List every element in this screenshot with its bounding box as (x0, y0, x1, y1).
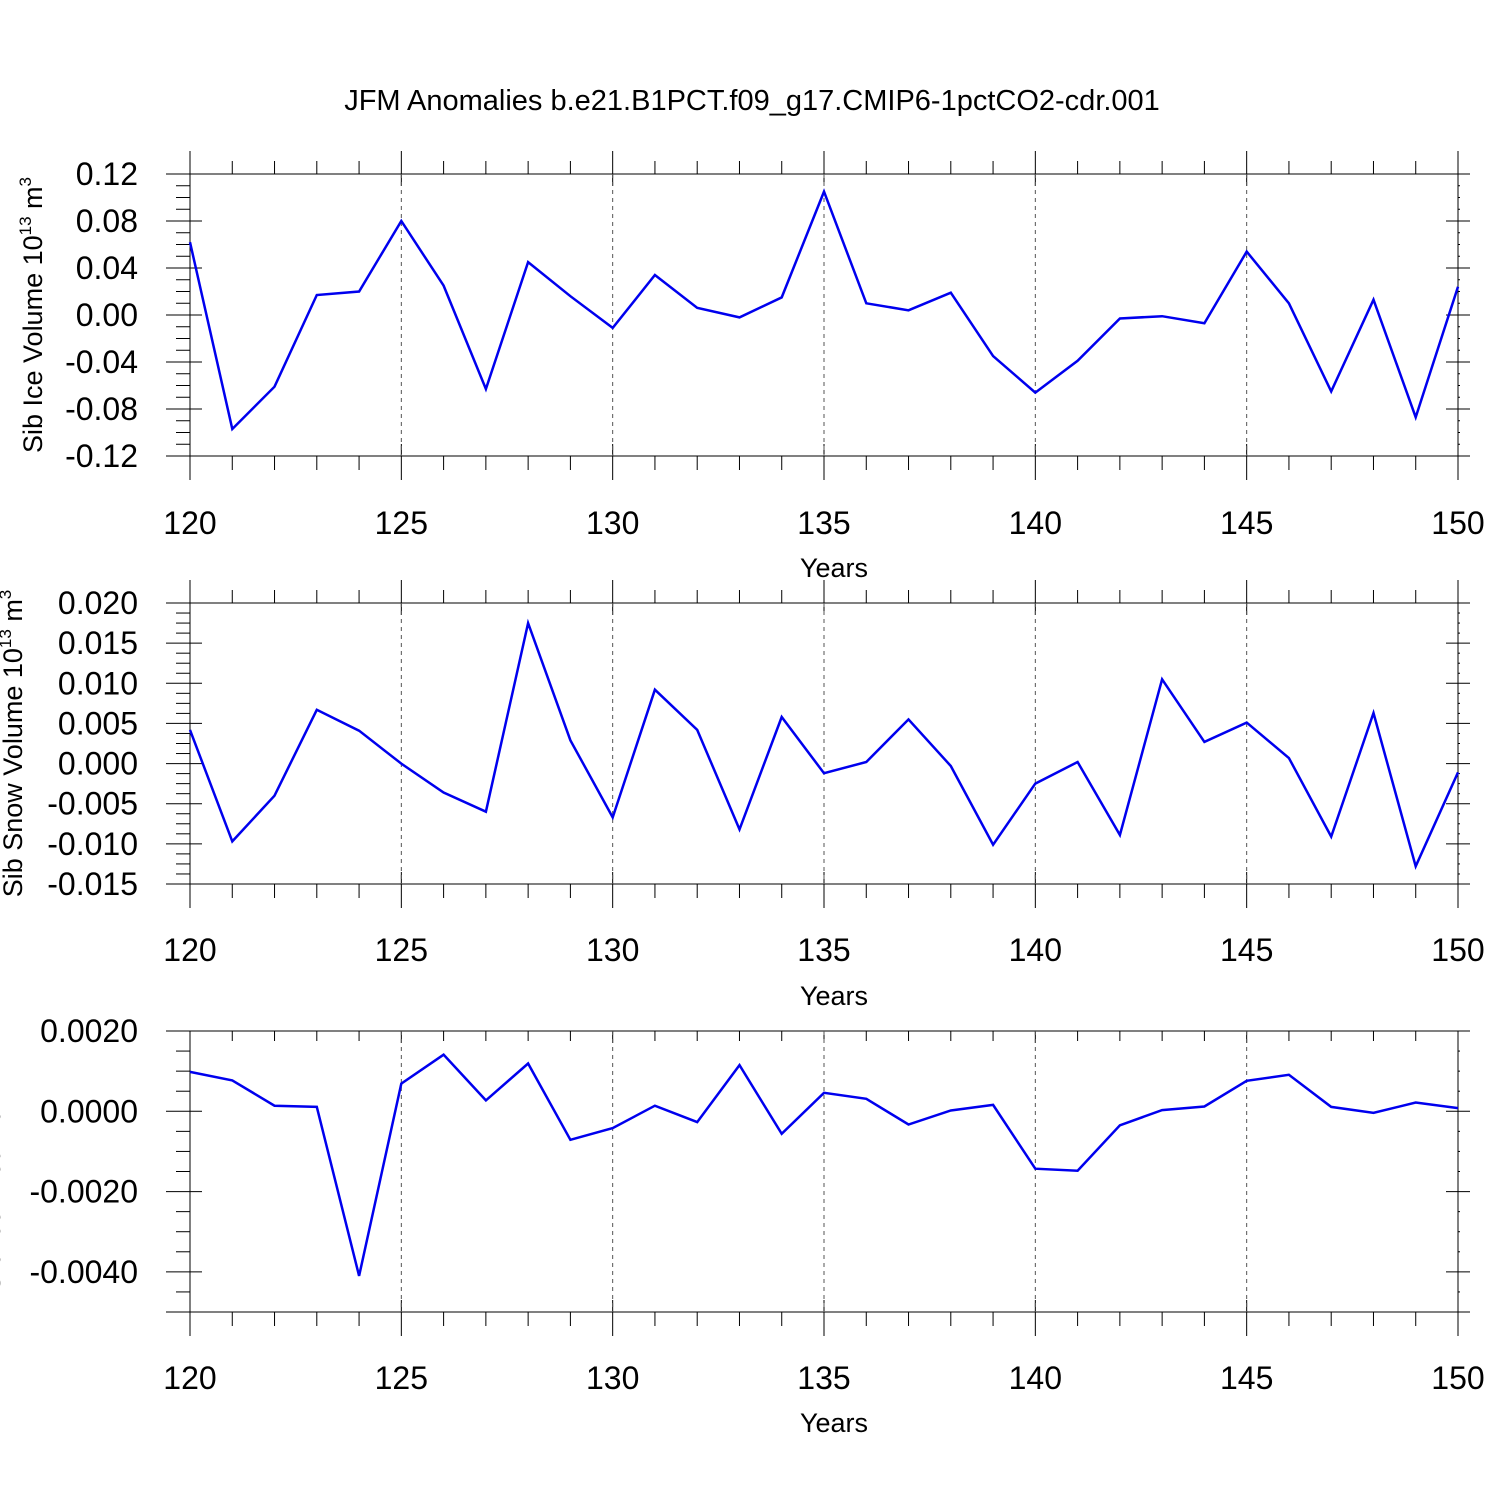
y-tick-label: -0.08 (65, 391, 138, 427)
y-axis-label: Sib Ice Volume 1013 m3 (16, 177, 48, 453)
y-tick-label: 0.020 (58, 585, 138, 621)
x-tick-label: 120 (163, 932, 216, 968)
x-axis-label: Years (800, 553, 868, 583)
y-tick-label: 0.08 (76, 203, 138, 239)
x-tick-label: 145 (1220, 505, 1273, 541)
x-tick-label: 140 (1009, 1360, 1062, 1396)
y-tick-label: 0.0000 (40, 1093, 138, 1129)
y-tick-label: 0.12 (76, 156, 138, 192)
y-tick-label: 0.0020 (40, 1013, 138, 1049)
x-tick-label: 140 (1009, 505, 1062, 541)
x-tick-label: 125 (375, 505, 428, 541)
y-axis-label: Sib Ice Area 1013 m2 (0, 1051, 6, 1293)
y-tick-label: 0.00 (76, 297, 138, 333)
y-tick-label: -0.005 (47, 786, 138, 822)
y-tick-label: -0.015 (47, 866, 138, 902)
y-tick-label: 0.015 (58, 625, 138, 661)
y-tick-label: -0.12 (65, 438, 138, 474)
y-tick-label: -0.010 (47, 826, 138, 862)
y-tick-label: -0.04 (65, 344, 138, 380)
figure-title: JFM Anomalies b.e21.B1PCT.f09_g17.CMIP6-… (344, 85, 1160, 117)
panel-ice-area: -0.0040 -0.0020 0.0000 0.0020 120 125 130 135 14… (0, 1013, 1485, 1438)
x-tick-label: 150 (1431, 932, 1484, 968)
y-tick-label: 0.000 (58, 746, 138, 782)
y-tick-label: 0.04 (76, 250, 138, 286)
data-line-snow-volume (188, 618, 1460, 870)
x-tick-label: 140 (1009, 932, 1062, 968)
x-tick-label: 130 (586, 505, 639, 541)
x-tick-label: 130 (586, 1360, 639, 1396)
x-tick-label: 130 (586, 932, 639, 968)
x-tick-label: 125 (375, 932, 428, 968)
x-tick-label: 120 (163, 505, 216, 541)
data-line-ice-volume (188, 188, 1460, 432)
x-axis-label: Years (800, 1408, 868, 1438)
panel-ice-volume: -0.12 -0.08 -0.04 0.00 0.04 0.08 0.12 120 125 130… (16, 151, 1485, 583)
y-tick-label: -0.0040 (29, 1254, 138, 1290)
y-tick-label: -0.0020 (29, 1174, 138, 1210)
x-tick-label: 135 (797, 1360, 850, 1396)
x-axis-label: Years (800, 981, 868, 1011)
y-tick-label: 0.010 (58, 665, 138, 701)
x-tick-label: 145 (1220, 1360, 1273, 1396)
x-tick-label: 135 (797, 932, 850, 968)
y-tick-label: 0.005 (58, 705, 138, 741)
x-tick-label: 125 (375, 1360, 428, 1396)
x-tick-label: 135 (797, 505, 850, 541)
panel-snow-volume: -0.015 -0.010 -0.005 0.000 0.005 0.010 0.015 0.… (0, 580, 1485, 1011)
x-tick-label: 120 (163, 1360, 216, 1396)
x-tick-label: 145 (1220, 932, 1273, 968)
x-tick-label: 150 (1431, 1360, 1484, 1396)
data-line-ice-area (189, 1053, 1459, 1277)
x-tick-label: 150 (1431, 505, 1484, 541)
y-axis-label: Sib Snow Volume 1013 m3 (0, 590, 28, 898)
